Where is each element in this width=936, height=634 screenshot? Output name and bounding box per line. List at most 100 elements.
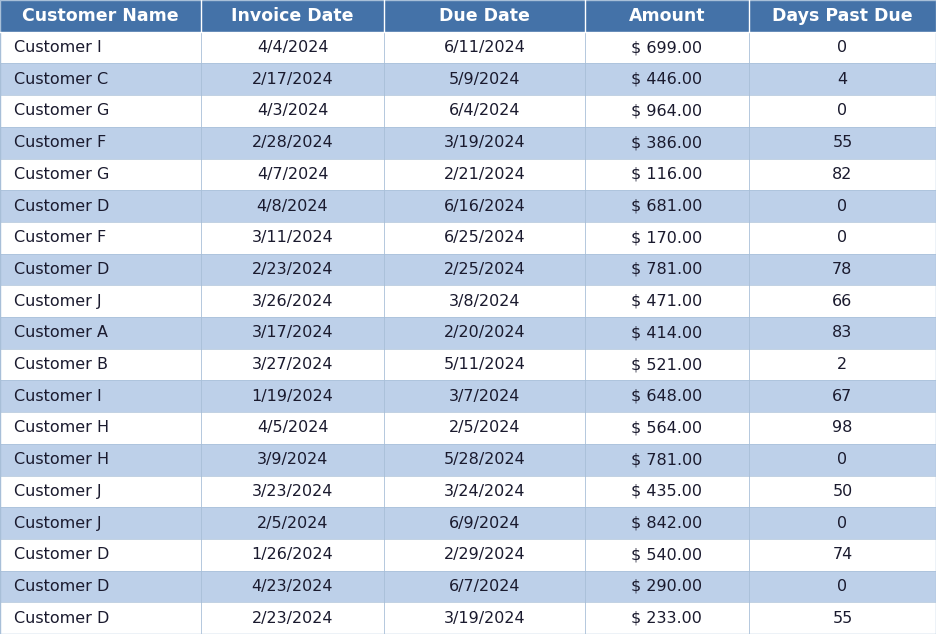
Text: Invoice Date: Invoice Date	[231, 7, 354, 25]
Text: 5/28/2024: 5/28/2024	[444, 452, 525, 467]
Text: Customer I: Customer I	[14, 40, 102, 55]
Text: $ 540.00: $ 540.00	[632, 547, 702, 562]
Text: 0: 0	[838, 230, 847, 245]
Text: 66: 66	[832, 294, 853, 309]
Text: $ 681.00: $ 681.00	[631, 198, 703, 214]
Text: Customer H: Customer H	[14, 420, 110, 436]
Bar	[0, 32, 936, 63]
Text: 0: 0	[838, 452, 847, 467]
Text: 0: 0	[838, 40, 847, 55]
Text: 2/5/2024: 2/5/2024	[256, 515, 329, 531]
Text: $ 435.00: $ 435.00	[632, 484, 702, 499]
Text: 6/11/2024: 6/11/2024	[444, 40, 525, 55]
Text: Customer G: Customer G	[14, 103, 110, 119]
Text: $ 564.00: $ 564.00	[632, 420, 702, 436]
Bar	[0, 285, 936, 317]
Text: Customer Name: Customer Name	[22, 7, 179, 25]
Text: Customer D: Customer D	[14, 262, 110, 277]
Text: 4/8/2024: 4/8/2024	[256, 198, 329, 214]
Text: 3/9/2024: 3/9/2024	[256, 452, 329, 467]
Text: 4/3/2024: 4/3/2024	[256, 103, 329, 119]
Text: 2/17/2024: 2/17/2024	[252, 72, 333, 87]
Text: $ 964.00: $ 964.00	[632, 103, 702, 119]
Text: 6/16/2024: 6/16/2024	[444, 198, 525, 214]
Text: 1/26/2024: 1/26/2024	[252, 547, 333, 562]
Text: Customer B: Customer B	[14, 357, 108, 372]
Text: 3/11/2024: 3/11/2024	[252, 230, 333, 245]
Bar	[0, 0, 936, 32]
Text: $ 781.00: $ 781.00	[631, 262, 703, 277]
Text: $ 386.00: $ 386.00	[632, 135, 702, 150]
Text: 2/23/2024: 2/23/2024	[252, 262, 333, 277]
Text: 2/29/2024: 2/29/2024	[444, 547, 525, 562]
Text: Customer D: Customer D	[14, 198, 110, 214]
Text: 3/23/2024: 3/23/2024	[252, 484, 333, 499]
Text: $ 842.00: $ 842.00	[631, 515, 703, 531]
Bar	[0, 571, 936, 602]
Text: $ 446.00: $ 446.00	[632, 72, 702, 87]
Text: 2: 2	[838, 357, 847, 372]
Text: Days Past Due: Days Past Due	[772, 7, 913, 25]
Text: Customer H: Customer H	[14, 452, 110, 467]
Text: Customer J: Customer J	[14, 515, 102, 531]
Text: 74: 74	[832, 547, 853, 562]
Text: $ 781.00: $ 781.00	[631, 452, 703, 467]
Text: 6/9/2024: 6/9/2024	[448, 515, 520, 531]
Text: 2/21/2024: 2/21/2024	[444, 167, 525, 182]
Text: 2/23/2024: 2/23/2024	[252, 611, 333, 626]
Text: 2/25/2024: 2/25/2024	[444, 262, 525, 277]
Bar	[0, 190, 936, 222]
Text: Customer J: Customer J	[14, 294, 102, 309]
Text: 0: 0	[838, 579, 847, 594]
Text: $ 414.00: $ 414.00	[631, 325, 703, 340]
Text: 4/5/2024: 4/5/2024	[256, 420, 329, 436]
Text: 6/4/2024: 6/4/2024	[448, 103, 520, 119]
Text: 4/4/2024: 4/4/2024	[256, 40, 329, 55]
Bar	[0, 539, 936, 571]
Text: $ 648.00: $ 648.00	[631, 389, 703, 404]
Text: Customer I: Customer I	[14, 389, 102, 404]
Text: $ 233.00: $ 233.00	[632, 611, 702, 626]
Text: $ 471.00: $ 471.00	[631, 294, 703, 309]
Bar	[0, 507, 936, 539]
Text: 2/20/2024: 2/20/2024	[444, 325, 525, 340]
Bar	[0, 476, 936, 507]
Text: Customer F: Customer F	[14, 230, 107, 245]
Text: 98: 98	[832, 420, 853, 436]
Text: $ 116.00: $ 116.00	[631, 167, 703, 182]
Bar	[0, 127, 936, 158]
Bar	[0, 95, 936, 127]
Text: $ 170.00: $ 170.00	[631, 230, 703, 245]
Text: 2/5/2024: 2/5/2024	[448, 420, 520, 436]
Text: 55: 55	[832, 135, 853, 150]
Bar	[0, 444, 936, 476]
Text: Customer F: Customer F	[14, 135, 107, 150]
Bar	[0, 63, 936, 95]
Text: 6/7/2024: 6/7/2024	[448, 579, 520, 594]
Text: 78: 78	[832, 262, 853, 277]
Text: 83: 83	[832, 325, 853, 340]
Text: Customer J: Customer J	[14, 484, 102, 499]
Text: 0: 0	[838, 103, 847, 119]
Text: Amount: Amount	[629, 7, 705, 25]
Text: Customer D: Customer D	[14, 547, 110, 562]
Text: $ 290.00: $ 290.00	[632, 579, 702, 594]
Bar	[0, 349, 936, 380]
Text: Customer G: Customer G	[14, 167, 110, 182]
Text: 67: 67	[832, 389, 853, 404]
Text: 2/28/2024: 2/28/2024	[252, 135, 333, 150]
Bar	[0, 254, 936, 285]
Text: 3/19/2024: 3/19/2024	[444, 611, 525, 626]
Bar	[0, 158, 936, 190]
Text: 3/27/2024: 3/27/2024	[252, 357, 333, 372]
Text: 3/8/2024: 3/8/2024	[448, 294, 520, 309]
Text: 4/23/2024: 4/23/2024	[252, 579, 333, 594]
Text: 5/9/2024: 5/9/2024	[448, 72, 520, 87]
Text: 4/7/2024: 4/7/2024	[256, 167, 329, 182]
Text: 3/19/2024: 3/19/2024	[444, 135, 525, 150]
Text: Due Date: Due Date	[439, 7, 530, 25]
Text: 3/7/2024: 3/7/2024	[448, 389, 520, 404]
Text: $ 699.00: $ 699.00	[632, 40, 702, 55]
Text: Customer D: Customer D	[14, 611, 110, 626]
Text: 0: 0	[838, 515, 847, 531]
